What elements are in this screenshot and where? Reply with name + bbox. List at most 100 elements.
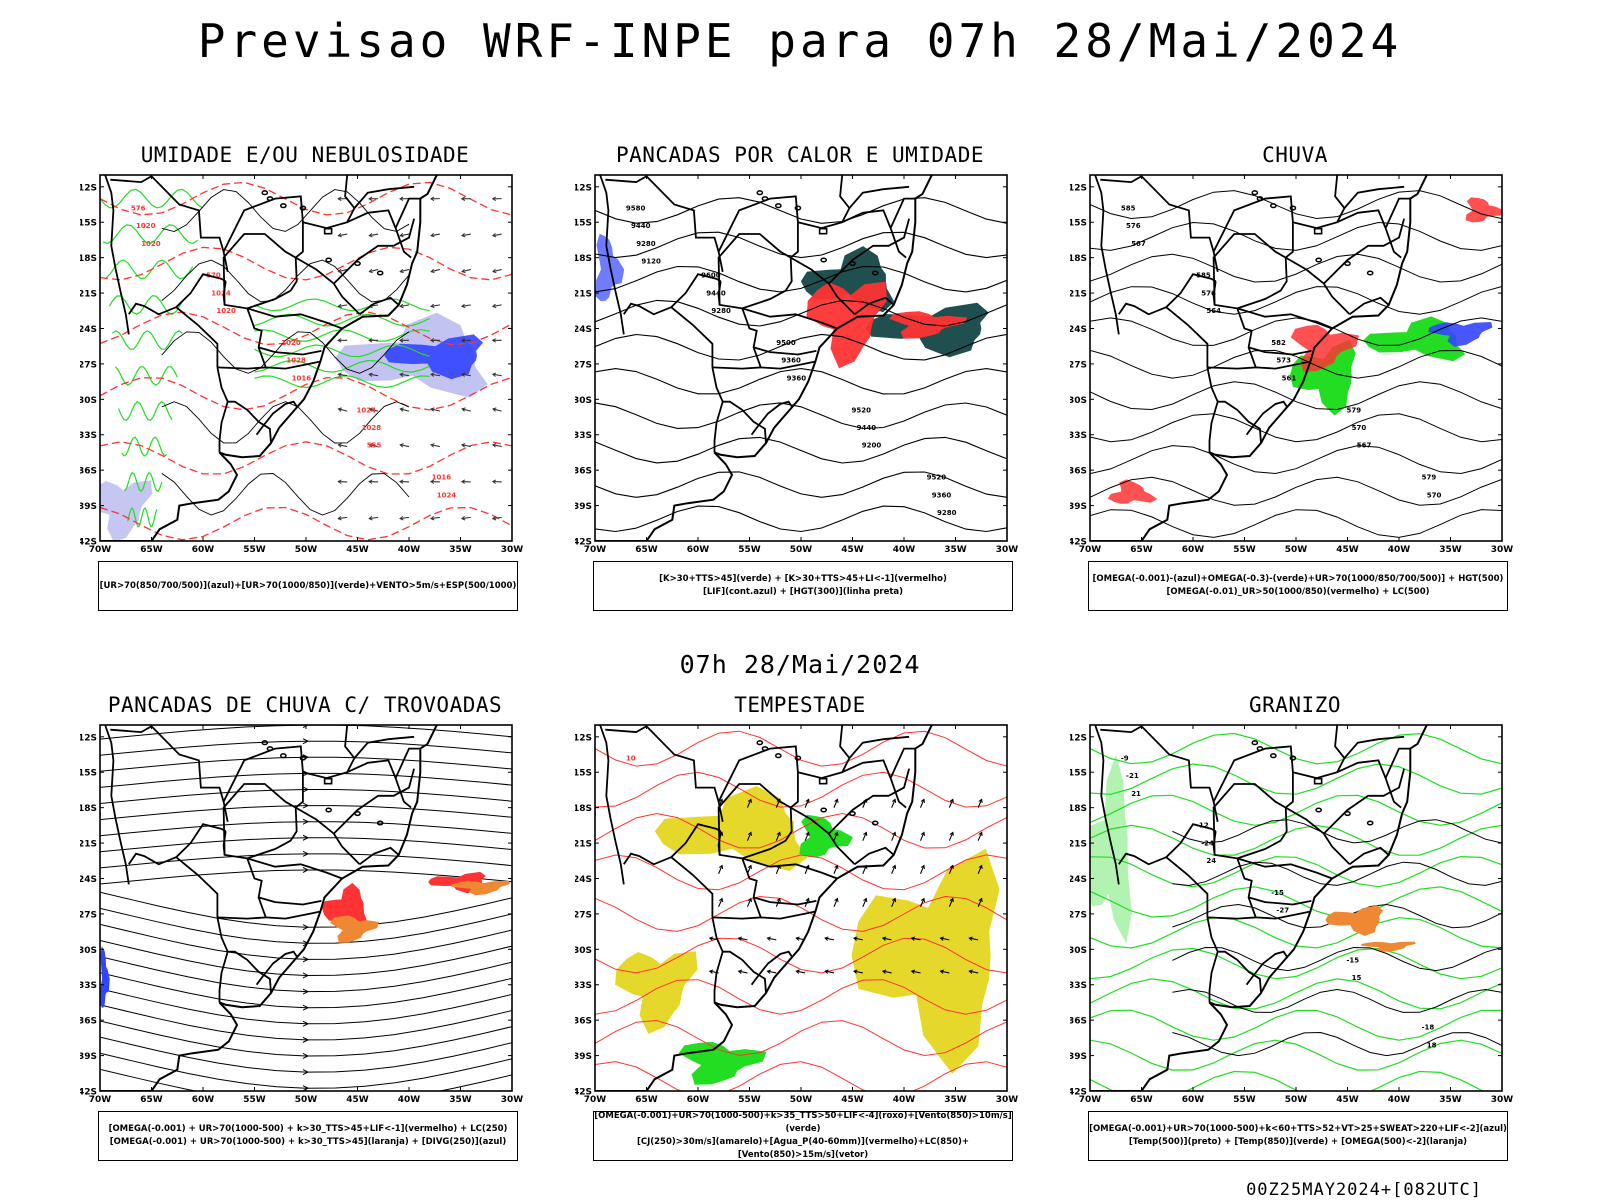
country-border	[797, 725, 851, 780]
hail-omega-area	[1360, 941, 1416, 952]
humidity-green-contour	[254, 375, 430, 389]
lagoa-dos-patos	[255, 950, 298, 986]
country-border	[1323, 768, 1405, 835]
wind-vector	[492, 268, 502, 273]
lon-tick-label: 70W	[89, 545, 112, 555]
wind-vector-head	[368, 338, 373, 343]
divergence-area	[100, 946, 110, 1008]
wind-vector-head	[834, 897, 839, 903]
country-border	[1118, 852, 1167, 866]
lon-tick-label: 30W	[501, 1095, 524, 1105]
lake-outline	[299, 755, 307, 761]
wind-vector-head	[892, 864, 897, 870]
wind-vector	[338, 304, 348, 307]
humidity-dense-area	[384, 334, 483, 380]
country-border	[722, 400, 767, 444]
humidity-light-area	[100, 480, 153, 541]
lat-tick-label: 12S	[1070, 733, 1087, 743]
country-border	[760, 910, 816, 920]
lon-tick-label: 70W	[584, 545, 607, 555]
panel-title: UMIDADE E/OU NEBULOSIDADE	[140, 143, 470, 167]
lake-outline	[1269, 203, 1277, 209]
lon-tick-label: 45W	[841, 1095, 864, 1105]
wind-vector-head	[399, 443, 404, 448]
coastline	[595, 175, 933, 541]
country-border	[247, 857, 343, 880]
lake-outline	[871, 820, 879, 826]
map-layer: 10	[595, 725, 1007, 1091]
lat-tick-label: 39S	[80, 1052, 97, 1062]
height-500-contour	[1090, 221, 1502, 251]
contour-label: 9580	[626, 204, 646, 212]
contour-label: 9440	[857, 424, 877, 432]
height-contour	[595, 368, 1007, 395]
country-border	[1094, 725, 1120, 885]
country-border	[359, 296, 400, 316]
temp-850-contour	[1090, 855, 1502, 888]
jet-stream-area	[615, 951, 698, 1034]
wind-vector-head	[337, 196, 342, 202]
lat-tick-label: 27S	[80, 910, 97, 920]
lat-tick-label: 36S	[1070, 467, 1087, 477]
pressure-contour	[161, 473, 410, 516]
country-border	[175, 306, 219, 368]
country-border	[1285, 256, 1351, 315]
wind-vector-head	[718, 897, 724, 903]
wind-vector-head	[968, 969, 973, 974]
streamline-arrow	[302, 1036, 310, 1043]
legend-box: [UR>70(850/700/500)](azul)+[UR>70(1000/8…	[98, 561, 518, 611]
wind-vector-head	[892, 831, 897, 836]
contour-label: 9520	[851, 406, 871, 414]
wind-vector-head	[461, 233, 466, 238]
wind-vector-head	[747, 798, 752, 803]
lake-outline	[1251, 740, 1259, 746]
country-border	[1165, 306, 1209, 368]
wind-vector-head	[460, 303, 466, 309]
legend-line: [LIF](cont.azul) + [HGT(300)](linha pret…	[702, 587, 904, 597]
country-border	[1217, 400, 1262, 444]
model-run-stamp: 00Z25MAY2024+[082UTC]	[1246, 1180, 1482, 1200]
wind-vector	[369, 268, 379, 273]
height-contour	[595, 471, 1007, 498]
height-contour	[595, 505, 1007, 533]
wind-vector-head	[337, 303, 342, 309]
map-plot: 9580 9600 9500 9520 9520 9440 9440 9360 9440 9360…	[575, 174, 1018, 555]
contour-label: 573	[1276, 357, 1291, 365]
wind-vector	[369, 373, 379, 377]
lat-tick-label: 33S	[1070, 981, 1087, 991]
humidity-green-contour	[254, 359, 430, 373]
country-border	[841, 209, 907, 259]
lon-tick-label: 40W	[398, 545, 421, 555]
streamline-arrow	[302, 924, 310, 931]
lake-outline	[1315, 807, 1323, 813]
map-plot: -9-12-15-15-18-21-24-271518212412S15S18S…	[1070, 724, 1513, 1105]
wind-vector	[940, 937, 950, 941]
humidity-green-contour	[127, 506, 158, 528]
contour-label: -15	[1271, 889, 1284, 897]
contour-label: 570	[1352, 424, 1367, 432]
wind-vector-head	[766, 936, 771, 941]
lake-outline	[794, 755, 802, 761]
streamline-arrow	[302, 988, 310, 995]
lon-tick-label: 65W	[140, 545, 163, 555]
country-border	[742, 857, 838, 880]
wind-vector-head	[949, 798, 954, 803]
wind-vector-head	[430, 407, 435, 412]
lat-tick-label: 24S	[80, 325, 97, 335]
lat-tick-label: 36S	[1070, 1017, 1087, 1027]
wind-vector	[767, 937, 777, 941]
country-border	[711, 367, 724, 453]
contour-label: 1016	[292, 374, 312, 382]
height-500-contour	[1090, 317, 1502, 346]
wind-vector	[400, 408, 410, 412]
country-border	[1336, 209, 1402, 259]
country-border	[1343, 735, 1405, 759]
wind-vector	[767, 970, 777, 974]
country-border	[670, 306, 714, 368]
wind-vector-head	[881, 936, 887, 941]
wind-vector	[492, 304, 502, 307]
country-border	[104, 725, 130, 885]
country-border	[717, 745, 799, 809]
wind-vector-head	[492, 268, 497, 274]
